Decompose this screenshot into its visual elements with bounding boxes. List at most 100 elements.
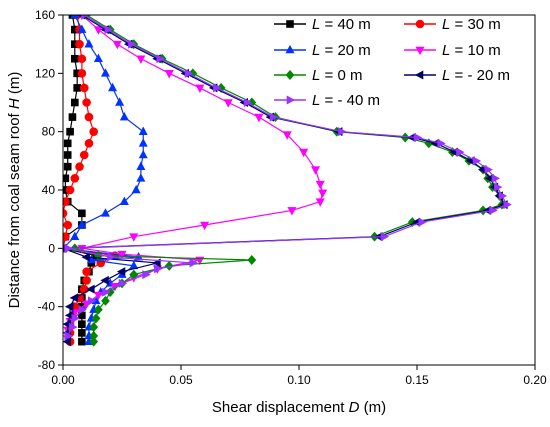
data-point bbox=[70, 231, 80, 240]
data-point bbox=[75, 39, 84, 49]
data-point bbox=[63, 232, 70, 241]
data-point bbox=[456, 147, 465, 157]
data-point bbox=[128, 39, 137, 49]
data-point bbox=[78, 329, 86, 337]
x-tick-label: 0.00 bbox=[51, 373, 75, 387]
data-point bbox=[86, 284, 95, 294]
y-axis-title-text: Distance from coal seam roof bbox=[6, 109, 23, 308]
y-axis-title: Distance from coal seam roof H (m) bbox=[6, 72, 23, 309]
data-point bbox=[70, 174, 80, 183]
data-point bbox=[100, 68, 110, 77]
legend-label-text: = 30 m bbox=[450, 16, 500, 33]
legend-marker bbox=[285, 70, 295, 80]
series-line bbox=[67, 15, 508, 337]
data-point bbox=[80, 15, 90, 20]
series-line bbox=[74, 15, 503, 342]
data-point bbox=[93, 304, 103, 315]
series-line bbox=[63, 15, 506, 342]
data-point bbox=[138, 126, 148, 135]
data-point bbox=[84, 39, 94, 48]
data-point bbox=[142, 270, 151, 280]
data-point bbox=[136, 173, 146, 182]
y-tick-label: -80 bbox=[38, 358, 56, 372]
legend-marker bbox=[415, 46, 425, 56]
data-point bbox=[489, 205, 498, 215]
data-point bbox=[116, 267, 126, 277]
y-tick-label: 80 bbox=[42, 125, 56, 139]
data-point bbox=[315, 180, 325, 190]
x-axis-title-text: Shear displacement bbox=[212, 399, 349, 416]
data-point bbox=[73, 84, 81, 92]
data-point bbox=[213, 83, 222, 93]
data-point bbox=[78, 305, 88, 315]
data-point bbox=[108, 82, 118, 92]
data-point bbox=[93, 53, 103, 63]
series-6 bbox=[64, 15, 512, 341]
data-point bbox=[68, 113, 77, 121]
data-point bbox=[503, 200, 512, 210]
data-point bbox=[78, 337, 86, 346]
data-point bbox=[82, 276, 91, 285]
data-point bbox=[195, 84, 205, 94]
data-point bbox=[63, 174, 70, 183]
data-point bbox=[243, 98, 253, 107]
data-point bbox=[484, 165, 493, 175]
y-tick-label: 40 bbox=[42, 183, 56, 197]
legend-label: L = 10 m bbox=[442, 42, 501, 59]
legend-item: L = 30 m bbox=[404, 16, 501, 33]
data-point bbox=[93, 26, 103, 35]
data-point bbox=[437, 138, 446, 148]
data-point bbox=[63, 220, 73, 230]
data-point bbox=[119, 111, 129, 121]
data-point bbox=[71, 54, 79, 63]
data-point bbox=[64, 243, 73, 253]
x-axis-title: Shear displacement D (m) bbox=[212, 399, 386, 416]
data-point bbox=[84, 112, 94, 122]
series-4 bbox=[70, 15, 507, 347]
series-3 bbox=[63, 15, 328, 344]
data-point bbox=[493, 182, 503, 192]
data-point bbox=[69, 322, 78, 332]
data-point bbox=[189, 258, 198, 268]
legend-label-var: L bbox=[442, 42, 450, 59]
data-point bbox=[223, 99, 233, 108]
data-point bbox=[75, 162, 84, 171]
data-point bbox=[63, 197, 70, 206]
legend-label: L = - 40 m bbox=[312, 92, 380, 109]
y-tick-label: 120 bbox=[35, 66, 55, 80]
y-tick-label: -40 bbox=[38, 300, 56, 314]
data-point bbox=[164, 70, 174, 79]
legend-label-text: = 10 m bbox=[450, 42, 500, 59]
legend-label: L = 0 m bbox=[312, 67, 362, 84]
legend-label: L = 20 m bbox=[312, 42, 371, 59]
data-point bbox=[63, 151, 72, 159]
data-point bbox=[138, 149, 148, 159]
data-point bbox=[311, 166, 321, 175]
x-tick-label: 0.10 bbox=[287, 373, 311, 387]
x-tick-label: 0.05 bbox=[169, 373, 193, 387]
legend-label-var: L bbox=[312, 67, 320, 84]
data-point bbox=[491, 173, 501, 183]
data-point bbox=[79, 150, 89, 160]
data-point bbox=[77, 54, 87, 64]
legend-marker bbox=[415, 19, 425, 29]
data-point bbox=[66, 127, 74, 136]
x-axis-title-unit: (m) bbox=[359, 399, 386, 416]
data-point bbox=[472, 156, 482, 166]
data-point bbox=[77, 24, 87, 33]
data-point bbox=[63, 139, 72, 148]
legend-item: L = - 20 m bbox=[404, 67, 510, 84]
data-point bbox=[315, 198, 325, 207]
legend-label-text: = 0 m bbox=[320, 67, 362, 84]
legend-item: L = 10 m bbox=[404, 42, 501, 59]
data-point bbox=[88, 296, 97, 306]
data-point bbox=[156, 54, 165, 64]
data-point bbox=[91, 313, 101, 324]
data-point bbox=[79, 83, 89, 93]
legend-marker bbox=[285, 44, 295, 54]
legend-label-var: L bbox=[442, 67, 450, 84]
data-point bbox=[100, 208, 110, 217]
series-layer bbox=[63, 15, 512, 347]
data-point bbox=[254, 113, 264, 123]
